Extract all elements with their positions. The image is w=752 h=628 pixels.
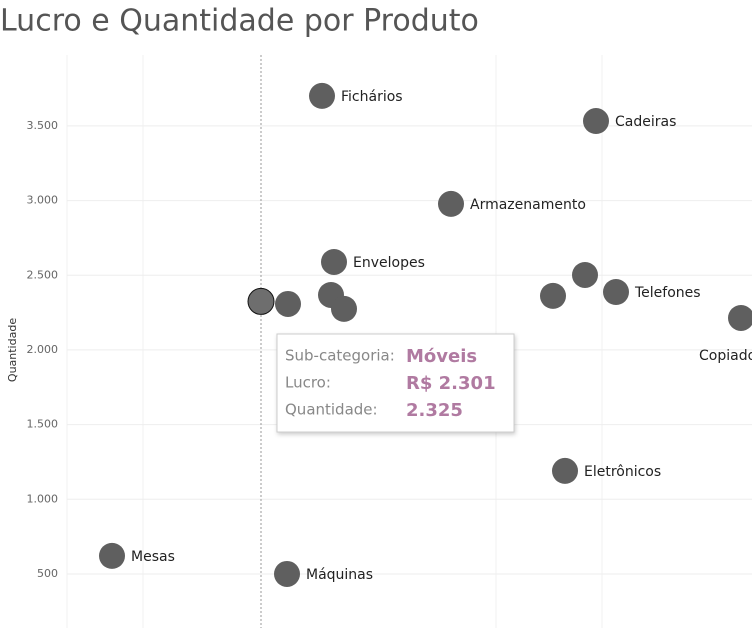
point-label: Cadeiras: [615, 114, 676, 130]
point-label: Armazenamento: [470, 197, 586, 213]
point: [309, 82, 335, 109]
tooltip-value: 2.325: [406, 400, 463, 421]
y-tick-label: 1.500: [27, 418, 59, 431]
point: [572, 261, 598, 288]
point: [247, 287, 275, 315]
point: [728, 304, 752, 331]
tooltip-label: Lucro:: [285, 374, 331, 392]
point: [321, 248, 347, 275]
point: [275, 290, 301, 317]
point: [99, 542, 125, 569]
y-tick-label: 1.000: [27, 492, 59, 505]
y-tick-label: 500: [37, 567, 58, 580]
chart-title: Lucro e Quantidade por Produto: [0, 4, 479, 39]
point-label: Fichários: [341, 89, 403, 105]
y-tick-label: 3.000: [27, 194, 59, 207]
tooltip-label: Sub-categoria:: [285, 347, 395, 365]
point: [552, 457, 578, 484]
tooltip: Sub-categoria: Móveis Lucro: R$ 2.301 Quanti…: [276, 333, 515, 433]
point-label: Mesas: [131, 549, 175, 565]
tooltip-value: R$ 2.301: [406, 373, 496, 394]
y-axis-label: Quantidade: [6, 318, 19, 382]
point-label: Copiadoras: [699, 348, 752, 364]
point-label: Telefones: [634, 285, 701, 301]
point: [540, 282, 566, 309]
point-label: Eletrônicos: [584, 464, 661, 480]
point: [438, 190, 464, 217]
point-label: Envelopes: [353, 255, 425, 271]
y-tick-label: 2.000: [27, 343, 59, 356]
y-tick-label: 2.500: [27, 268, 59, 281]
tooltip-label: Quantidade:: [285, 401, 378, 419]
tooltip-value: Móveis: [406, 346, 477, 367]
tooltip-box: [276, 333, 515, 433]
point-label: Máquinas: [306, 567, 373, 583]
point: [583, 108, 609, 135]
point: [331, 295, 357, 322]
y-tick-label: 3.500: [27, 119, 59, 132]
point: [274, 560, 300, 587]
point: [603, 278, 629, 305]
